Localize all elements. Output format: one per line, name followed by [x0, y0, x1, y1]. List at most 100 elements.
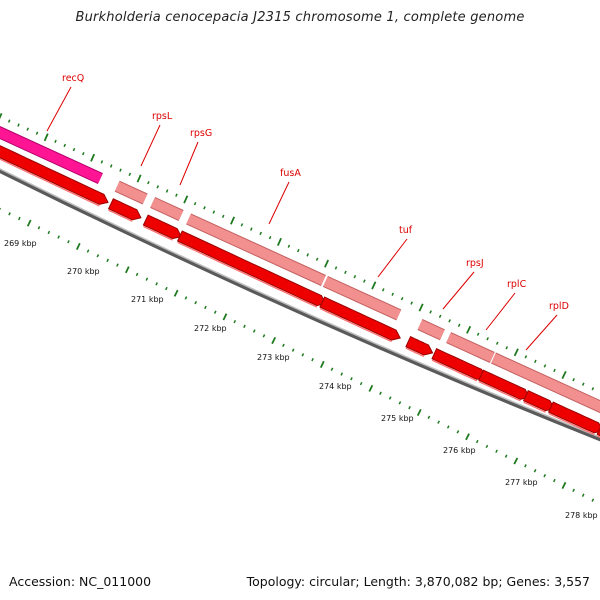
inner-minor-tick — [184, 296, 188, 300]
backbone-highlight — [0, 168, 600, 439]
kbp-label: 274 kbp — [319, 382, 352, 391]
cds-arrow-next-highlight — [596, 435, 600, 438]
cds-arrow-rpsG-highlight — [143, 225, 173, 241]
inner-minor-tick — [388, 396, 392, 400]
outer-major-tick — [466, 325, 472, 334]
kbp-label: 273 kbp — [257, 353, 290, 362]
kbp-label: 275 kbp — [381, 414, 414, 423]
kbp-labels: 269 kbp 270 kbp 271 kbp 272 kbp 273 kbp 274 k… — [4, 239, 598, 520]
inner-minor-tick — [57, 235, 60, 239]
outer-minor-tick — [297, 248, 300, 253]
cds-arrow-fusA-highlight — [177, 241, 318, 308]
cds-arrow-recQ-highlight — [0, 158, 100, 207]
outer-minor-tick — [119, 168, 122, 172]
genome-title: Burkholderia cenocepacia J2315 chromosom… — [75, 10, 525, 25]
inner-minor-tick — [291, 348, 295, 352]
kbp-label: 272 kbp — [194, 324, 227, 333]
inner-minor-tick — [311, 357, 314, 362]
gene-bar-rpsG — [150, 197, 184, 221]
outer-tick-track — [0, 112, 595, 391]
inner-minor-tick — [204, 305, 207, 310]
inner-major-tick — [561, 481, 567, 489]
gene-bar-fusA — [186, 214, 326, 286]
gene-bar-rpsL — [115, 181, 148, 204]
gene-label-rpsG: rpsG — [190, 128, 212, 139]
inner-major-tick — [271, 337, 277, 345]
leader-line-tuf — [377, 238, 408, 278]
inner-major-tick — [26, 219, 32, 227]
outer-major-tick — [0, 112, 3, 120]
cds-arrow-tuf-highlight — [319, 308, 392, 343]
outer-minor-tick — [165, 189, 169, 193]
leader-line-rpsG — [179, 141, 199, 186]
outer-minor-tick — [438, 314, 442, 319]
outer-minor-tick — [543, 364, 547, 368]
outer-major-tick — [324, 259, 330, 268]
outer-minor-tick — [128, 172, 132, 176]
outer-minor-tick — [534, 359, 537, 364]
outer-minor-tick — [457, 323, 461, 328]
cds-arrow-recQ — [0, 145, 109, 205]
inner-minor-tick — [252, 329, 256, 333]
outer-minor-tick — [306, 253, 309, 257]
outer-minor-tick — [344, 270, 347, 275]
inner-minor-tick — [262, 334, 266, 338]
outer-minor-tick — [193, 201, 197, 206]
inner-minor-tick — [495, 449, 498, 453]
outer-major-tick — [276, 237, 282, 246]
leader-line-rpsJ — [442, 271, 475, 310]
cds-arrow-rpsG — [142, 214, 183, 240]
inner-minor-tick — [475, 439, 479, 444]
inner-minor-tick — [350, 377, 353, 381]
inner-major-tick — [416, 408, 422, 417]
inner-minor-tick — [340, 372, 344, 376]
outer-minor-tick — [26, 127, 29, 131]
outer-minor-tick — [221, 214, 225, 219]
cds-track — [0, 145, 600, 438]
gene-label-tuf: tuf — [399, 225, 413, 236]
outer-minor-tick — [72, 147, 76, 152]
leader-line-fusA — [268, 181, 290, 225]
outer-major-tick — [418, 303, 424, 312]
outer-minor-tick — [363, 279, 366, 283]
inner-minor-tick — [543, 473, 547, 478]
inner-minor-tick — [106, 258, 109, 263]
outer-minor-tick — [591, 387, 595, 391]
inner-minor-tick — [282, 343, 285, 348]
inner-minor-tick — [427, 415, 431, 420]
outer-minor-tick — [7, 119, 11, 123]
outer-minor-tick — [334, 266, 338, 270]
cds-arrow-rplC-highlight — [431, 359, 478, 382]
outer-minor-tick — [203, 206, 206, 210]
gene-label-rpsJ: rpsJ — [466, 258, 484, 269]
cds-arrow-rpsL — [107, 198, 142, 221]
outer-minor-tick — [524, 355, 528, 359]
inner-minor-tick — [18, 216, 21, 221]
inner-minor-tick — [301, 353, 305, 357]
outer-major-tick — [90, 153, 96, 162]
cds-arrow-tuf — [319, 296, 401, 341]
kbp-label: 278 kbp — [565, 511, 598, 520]
outer-major-tick — [43, 133, 49, 142]
inner-minor-tick — [398, 401, 402, 405]
gene-label-rplD: rplD — [549, 301, 569, 312]
kbp-label: 270 kbp — [67, 267, 100, 276]
cds-arrow-rpsJ-highlight — [405, 347, 425, 358]
outer-major-tick — [371, 281, 377, 290]
cds-arrow-rpsJ — [405, 336, 434, 356]
outer-minor-tick — [156, 185, 160, 189]
outer-minor-tick — [250, 227, 253, 231]
inner-minor-tick — [553, 478, 556, 483]
leader-line-rplC — [485, 292, 516, 331]
outer-minor-tick — [240, 223, 244, 227]
inner-minor-tick — [86, 249, 90, 253]
outer-minor-tick — [315, 257, 319, 261]
inner-minor-tick — [194, 300, 198, 305]
outer-minor-tick — [100, 160, 104, 164]
cds-arrow-rplW-highlight — [523, 401, 546, 413]
outer-minor-tick — [17, 123, 20, 127]
inner-minor-tick — [243, 324, 246, 329]
outer-major-tick — [561, 371, 567, 379]
gene-label-rplC: rplC — [507, 279, 527, 290]
inner-minor-tick — [572, 488, 575, 493]
